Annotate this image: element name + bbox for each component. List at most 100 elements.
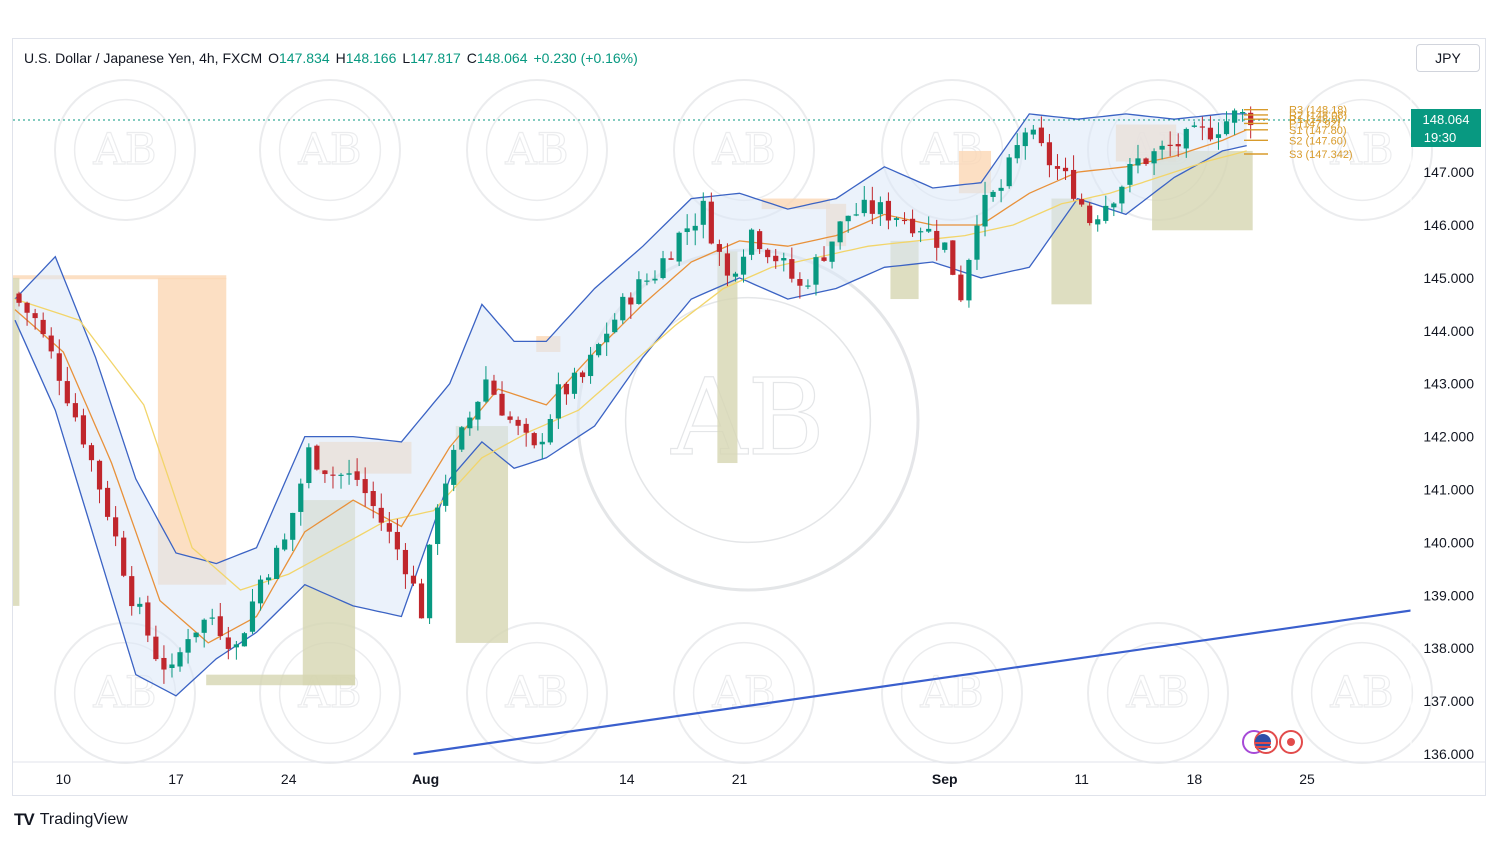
candle	[161, 645, 167, 684]
candle	[885, 192, 892, 230]
candle	[757, 228, 763, 254]
candle	[918, 227, 924, 243]
symbol-legend: U.S. Dollar / Japanese Yen, 4h, FXCM O14…	[24, 50, 638, 66]
svg-text:AB: AB	[297, 125, 361, 175]
candle	[596, 342, 602, 358]
x-tick-label: 10	[56, 771, 72, 787]
candle	[177, 647, 183, 672]
svg-text:AB: AB	[504, 125, 568, 175]
x-tick-label: 14	[619, 771, 635, 787]
candle	[410, 565, 417, 587]
candle	[1207, 115, 1214, 142]
candle	[233, 640, 239, 660]
candle	[692, 213, 698, 246]
candle	[443, 474, 449, 512]
x-tick-label: Aug	[412, 771, 439, 787]
candle	[1030, 124, 1036, 140]
candle	[861, 186, 867, 217]
candle	[48, 327, 54, 359]
candle	[668, 251, 674, 260]
candle	[748, 228, 755, 261]
low-label: L	[402, 50, 411, 66]
svg-text:AB: AB	[711, 125, 775, 175]
candle	[893, 216, 900, 227]
candle	[322, 469, 328, 483]
price-badge-countdown: 19:30	[1424, 130, 1457, 145]
tradingview-logo[interactable]: TV TradingView	[14, 810, 128, 830]
watermark-seal: AB	[259, 79, 401, 221]
candle	[1199, 116, 1205, 141]
candle	[620, 293, 626, 324]
candle	[145, 595, 151, 643]
candle	[386, 512, 392, 544]
candle	[1175, 133, 1181, 157]
candle	[1183, 127, 1189, 158]
candle	[1095, 215, 1101, 232]
sma-yellow-line	[14, 150, 1247, 591]
candle	[1191, 121, 1197, 128]
demand-zone	[717, 251, 738, 464]
candle	[225, 626, 231, 660]
currency-button[interactable]: JPY	[1416, 44, 1480, 72]
candle	[1135, 144, 1141, 174]
candle	[290, 512, 296, 552]
candle	[869, 186, 875, 225]
supply-zone	[761, 198, 831, 210]
candle	[571, 367, 578, 399]
candle	[1070, 155, 1077, 201]
candle	[612, 313, 618, 334]
change-value: +0.230 (+0.16%)	[533, 50, 638, 66]
candle	[942, 242, 948, 253]
svg-text:AB: AB	[1329, 668, 1393, 718]
pivot-label: P (147.92)	[1289, 118, 1340, 130]
candle	[1231, 108, 1238, 135]
trendline[interactable]	[413, 601, 1480, 756]
candle	[805, 279, 811, 290]
candle	[1143, 157, 1149, 166]
watermark-seal: AB	[466, 622, 608, 764]
candle	[974, 215, 980, 270]
candle	[845, 215, 851, 233]
close-label: C	[466, 50, 477, 66]
candle	[209, 608, 215, 626]
candle	[813, 254, 819, 296]
candle	[217, 602, 223, 640]
candle	[330, 466, 336, 489]
candle	[499, 381, 505, 416]
candle	[1079, 193, 1085, 207]
candle	[1119, 185, 1125, 213]
watermark-seal: AB	[673, 622, 815, 764]
candle	[1127, 158, 1133, 193]
candle	[523, 418, 529, 447]
y-tick-label: 143.000	[1423, 376, 1474, 392]
candle	[901, 212, 908, 225]
candle	[837, 220, 843, 250]
candle	[418, 578, 425, 619]
event-icons[interactable]	[1242, 730, 1303, 754]
pivot-label: R1 (148.0)	[1289, 114, 1341, 126]
candle	[1062, 157, 1069, 180]
candle	[821, 246, 827, 262]
candle	[1215, 122, 1222, 150]
candle	[88, 442, 95, 472]
x-tick-label: 18	[1187, 771, 1203, 787]
svg-text:AB: AB	[1329, 125, 1393, 175]
candle	[96, 459, 103, 504]
candle	[24, 301, 30, 326]
candle	[909, 209, 916, 237]
candle	[113, 506, 119, 547]
x-axis[interactable]: 10 17 24 Aug 14 21 Sep 11 18 25	[56, 771, 1316, 787]
candle	[241, 631, 248, 647]
candle	[829, 241, 835, 269]
y-tick-label: 146.000	[1423, 217, 1474, 233]
candle	[193, 632, 199, 643]
symbol-title[interactable]: U.S. Dollar / Japanese Yen, 4h, FXCM	[24, 50, 263, 66]
y-tick-label: 136.000	[1423, 746, 1474, 762]
candle	[676, 231, 682, 267]
candle	[950, 240, 956, 276]
y-axis[interactable]: 147.000 146.000 145.000 144.000 143.000 142.0…	[1423, 164, 1474, 762]
candle	[346, 459, 352, 485]
candle	[531, 431, 537, 449]
candle	[652, 270, 658, 284]
